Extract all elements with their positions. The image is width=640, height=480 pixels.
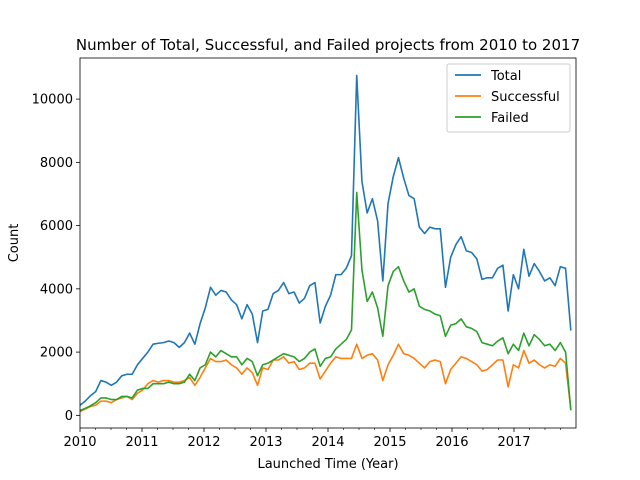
x-tick-label: 2011 [125, 435, 158, 450]
legend: Total Successful Failed [446, 63, 571, 133]
x-tick-label: 2016 [435, 435, 468, 450]
legend-label-failed: Failed [491, 111, 529, 126]
legend-label-total: Total [490, 69, 521, 84]
plot-area [80, 74, 572, 413]
x-axis-title: Launched Time (Year) [257, 457, 398, 472]
series-line-failed [80, 191, 572, 412]
x-tick-label: 2017 [497, 435, 530, 450]
y-tick-label: 8000 [40, 156, 73, 171]
x-tick-label: 2015 [373, 435, 406, 450]
series-line-total [80, 74, 572, 407]
y-axis: 0 2000 4000 6000 8000 10000 [32, 93, 80, 424]
legend-box [446, 63, 571, 133]
y-tick-label: 10000 [32, 93, 73, 108]
x-tick-label: 2013 [249, 435, 282, 450]
chart-title: Number of Total, Successful, and Failed … [76, 36, 580, 54]
x-tick-label: 2010 [63, 435, 96, 450]
y-tick-label: 6000 [40, 219, 73, 234]
x-tick-label: 2014 [311, 435, 344, 450]
x-axis: 2010 2011 2012 2013 2014 2015 2016 2017 [63, 428, 561, 450]
y-tick-label: 0 [65, 409, 73, 424]
y-tick-label: 2000 [40, 346, 73, 361]
y-axis-title: Count [7, 224, 22, 263]
y-tick-label: 4000 [40, 282, 73, 297]
legend-label-successful: Successful [491, 90, 560, 105]
x-tick-label: 2012 [187, 435, 220, 450]
series-line-successful [80, 343, 572, 413]
